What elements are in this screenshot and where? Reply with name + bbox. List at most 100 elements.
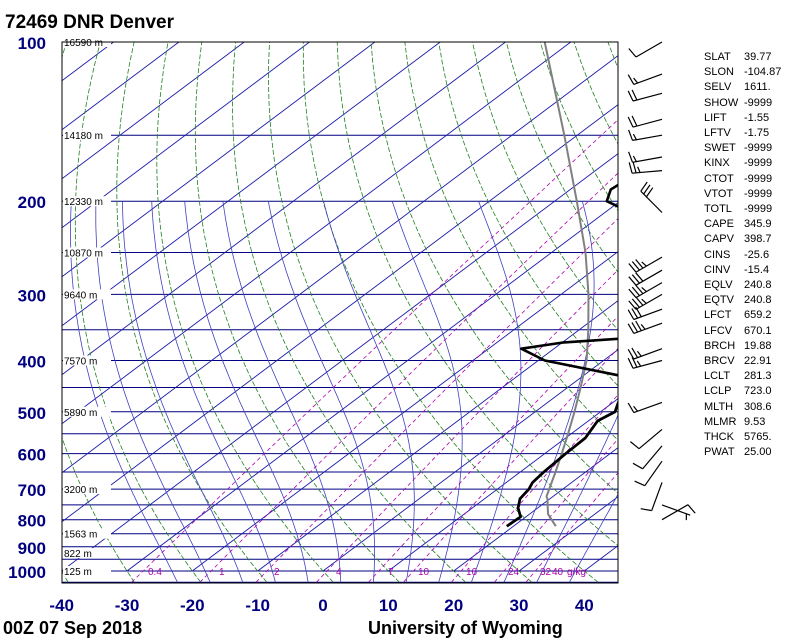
dry-adiabat	[302, 42, 599, 583]
observation-time: 00Z 07 Sep 2018	[3, 618, 142, 638]
stat-value: 240.8	[744, 294, 772, 307]
temperature-tick-label: 40	[575, 596, 594, 615]
isotherm-line	[322, 349, 618, 572]
dry-adiabat	[74, 42, 201, 583]
stat-value: 22.91	[744, 355, 772, 368]
stat-name: LFTV	[704, 127, 731, 140]
height-label-bg	[63, 528, 111, 539]
parcel-path	[543, 42, 590, 527]
dry-adiabat	[370, 42, 618, 494]
mixing-ratio-line	[316, 269, 618, 583]
stat-name: CTOT	[704, 172, 734, 185]
dry-adiabat	[62, 42, 135, 583]
stat-row: LIFT -1.55	[704, 111, 798, 126]
stat-value: 1611.	[744, 81, 771, 94]
stat-row: CINS -25.6	[704, 248, 798, 263]
mixing-ratio-label: 2	[274, 567, 280, 578]
stat-value: 670.1	[744, 324, 772, 337]
stat-value: -1.55	[744, 111, 770, 124]
stat-row: BRCH 19.88	[704, 339, 798, 354]
isotherm-line	[62, 42, 245, 180]
wind-barb	[627, 320, 663, 334]
wind-barb	[630, 428, 663, 450]
stat-name: LCLT	[704, 370, 731, 383]
stat-name: MLTH	[704, 400, 734, 413]
chart-title: 72469 DNR Denver	[5, 12, 175, 33]
temperature-tick-label: 10	[379, 596, 398, 615]
stat-row: SWET -9999	[704, 141, 798, 156]
stat-row: CINV -15.4	[704, 263, 798, 278]
temperature-profile	[506, 401, 618, 528]
height-label: 822 m	[64, 549, 92, 560]
height-label-bg	[63, 289, 111, 300]
pressure-tick-label: 200	[18, 193, 46, 212]
isotherm-line	[453, 447, 618, 572]
wind-barb	[627, 356, 663, 369]
pressure-tick-label: 1000	[8, 563, 46, 582]
temperature-tick-label: 20	[444, 596, 463, 615]
stat-name: MLMR	[704, 415, 737, 428]
dry-adiabat	[472, 42, 618, 331]
height-label-bg	[63, 406, 111, 417]
stat-value: -9999	[744, 172, 773, 185]
mixing-ratio-line	[494, 438, 618, 583]
dry-adiabat	[194, 42, 400, 583]
height-label: 14180 m	[64, 131, 103, 142]
stat-row: TOTL -9999	[704, 202, 798, 217]
height-label: 125 m	[64, 567, 92, 578]
stat-value: -1.75	[744, 127, 770, 140]
mixing-ratio-label: 0.4	[148, 567, 162, 578]
wind-barb	[661, 504, 696, 521]
stat-name: CAPV	[704, 233, 734, 246]
mixing-ratio-line	[199, 172, 618, 583]
mixing-ratio-line	[403, 347, 618, 583]
moist-adiabat	[536, 414, 618, 583]
mixing-ratio-label: 16	[466, 567, 478, 578]
wind-barb	[627, 401, 663, 414]
stat-row: THCK 5765.	[704, 430, 798, 445]
stat-name: EQTV	[704, 294, 734, 307]
height-label: 16590 m	[64, 38, 103, 49]
isotherm-line	[62, 104, 618, 523]
isotherm-line	[62, 42, 441, 327]
stat-row: CTOT -9999	[704, 172, 798, 187]
wind-barb	[627, 73, 663, 85]
stat-row: MLMR 9.53	[704, 415, 798, 430]
wind-barbs	[627, 41, 696, 521]
stat-row: LFCV 670.1	[704, 324, 798, 339]
moist-adiabat	[122, 201, 244, 583]
stat-value: 240.8	[744, 279, 772, 292]
wind-barb	[661, 504, 691, 521]
moist-adiabat	[151, 201, 276, 583]
moist-adiabat	[222, 201, 342, 583]
height-label-bg	[63, 196, 111, 207]
data-source: University of Wyoming	[368, 618, 563, 638]
stat-name: KINX	[704, 157, 730, 170]
stat-value: -9999	[744, 96, 773, 109]
stat-name: BRCH	[704, 339, 736, 352]
height-label: 9640 m	[64, 290, 97, 301]
moist-adiabat	[184, 201, 309, 583]
mixing-ratio-label: 1	[219, 567, 225, 578]
dry-adiabat	[116, 42, 268, 583]
wind-barb	[627, 306, 663, 321]
stat-value: -9999	[744, 157, 773, 170]
wind-barb	[634, 460, 663, 487]
moist-adiabat	[569, 493, 618, 583]
mixing-ratio-line	[451, 394, 618, 583]
sounding-profiles	[506, 42, 618, 528]
dry-adiabat	[156, 42, 334, 583]
stat-row: SELV 1611.	[704, 80, 798, 95]
stat-row: VTOT -9999	[704, 187, 798, 202]
stat-name: PWAT	[704, 446, 735, 459]
stat-name: LFCV	[704, 324, 733, 337]
wind-barb	[640, 181, 663, 213]
temperature-tick-label: 30	[510, 596, 529, 615]
moist-adiabat	[323, 201, 415, 583]
stat-name: EQLV	[704, 279, 733, 292]
moist-adiabat	[471, 201, 522, 583]
pressure-tick-label: 800	[18, 512, 46, 531]
stat-row: SLAT 39.77	[704, 50, 798, 65]
height-label: 1563 m	[64, 530, 97, 541]
